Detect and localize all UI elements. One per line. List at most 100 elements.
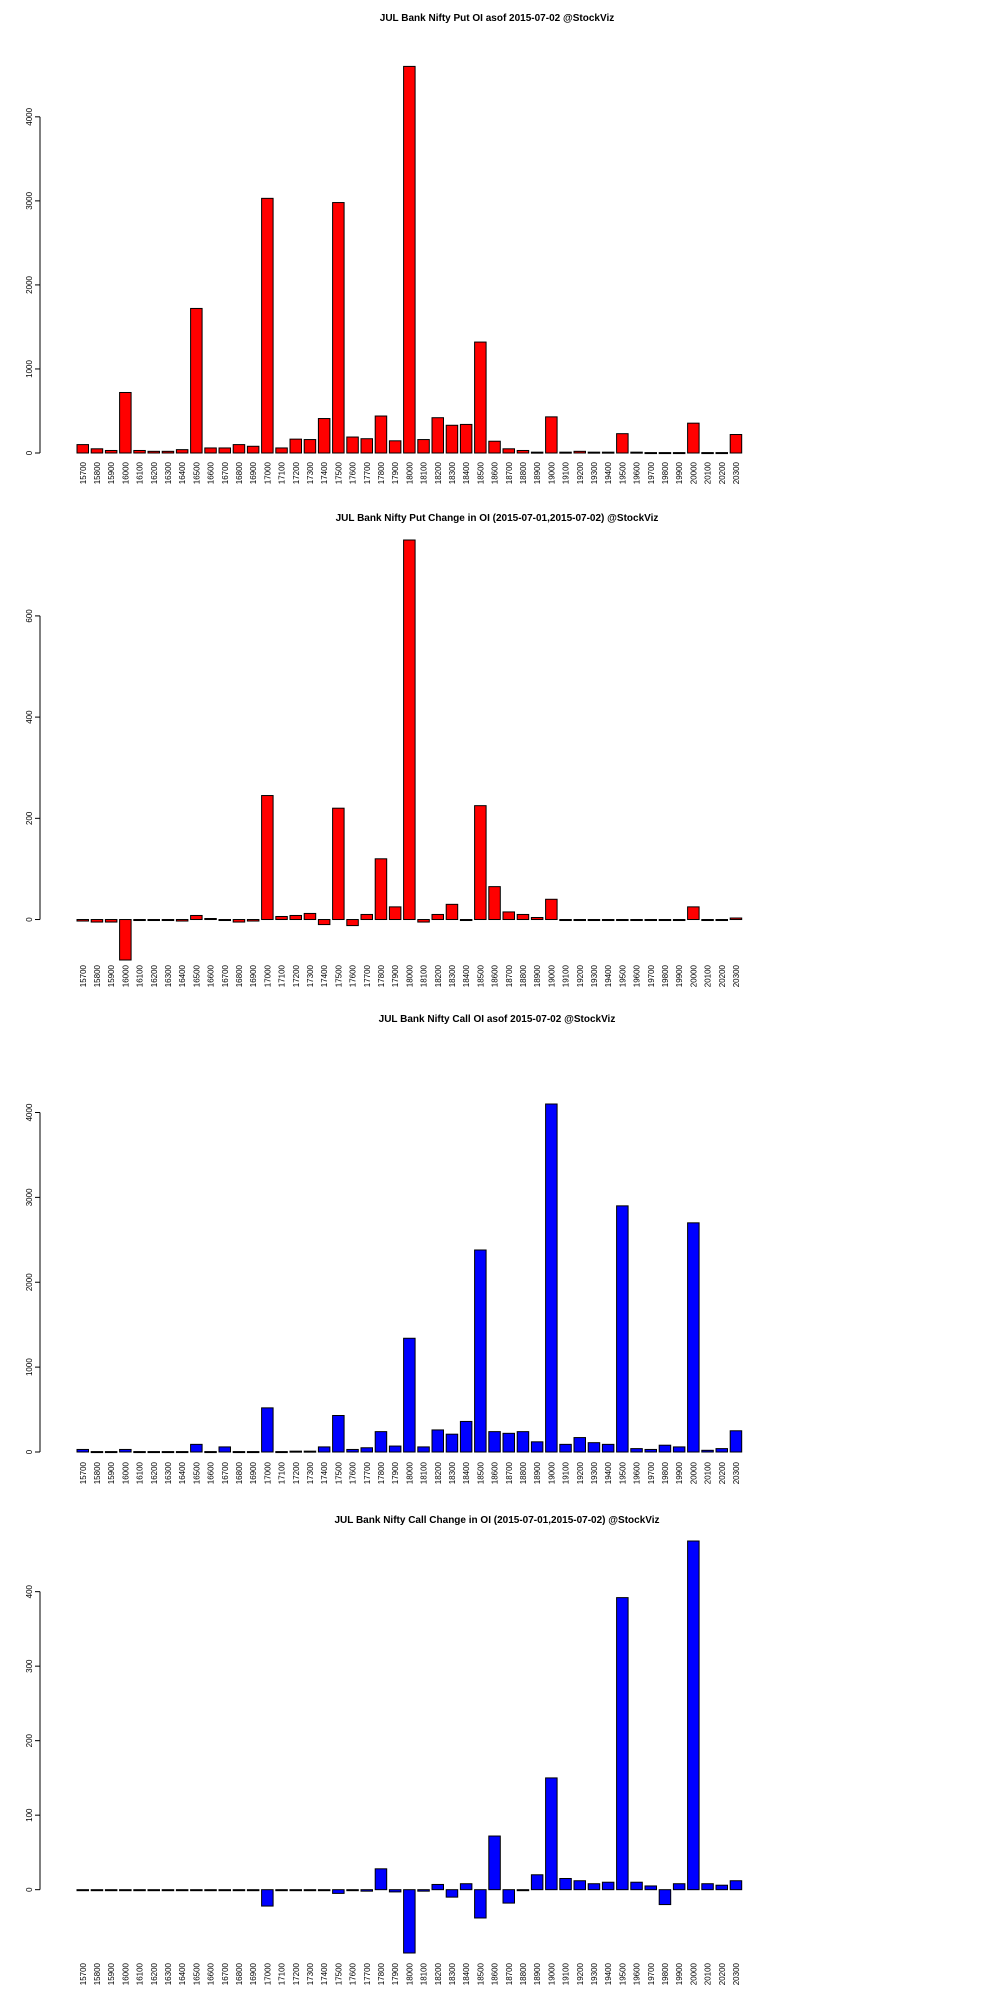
bar	[587, 1442, 601, 1453]
bar	[246, 1889, 260, 1892]
x-tick-label: 19300	[590, 1461, 599, 1484]
bar	[516, 1889, 530, 1892]
x-tick-label: 19000	[547, 461, 556, 484]
bar	[715, 1448, 728, 1453]
x-tick-label: 17000	[263, 1461, 272, 1484]
chart-title: JUL Bank Nifty Put OI asof 2015-07-02 @S…	[380, 13, 614, 24]
bar	[417, 1446, 430, 1453]
x-tick-label: 15900	[107, 1962, 116, 1985]
x-tick-label: 16200	[150, 461, 159, 484]
x-tick-label: 19700	[647, 1461, 656, 1484]
x-tick-label: 17500	[334, 964, 343, 987]
bar	[303, 1889, 317, 1892]
x-tick-label: 19400	[604, 1461, 613, 1484]
y-tick-label: 4000	[25, 107, 34, 125]
x-tick-label: 16900	[249, 461, 258, 484]
bar	[317, 919, 331, 926]
x-tick-label: 17700	[363, 964, 372, 987]
bar	[175, 1889, 189, 1892]
bar	[616, 919, 629, 922]
x-tick-label: 16900	[249, 1962, 258, 1985]
x-tick-label: 19200	[576, 964, 585, 987]
bar	[346, 1889, 359, 1892]
x-tick-label: 18800	[519, 1962, 528, 1985]
y-tick-label: 100	[25, 1808, 34, 1822]
bar	[630, 1881, 643, 1891]
x-tick-label: 17800	[377, 1461, 386, 1484]
x-tick-label: 15700	[79, 964, 88, 987]
x-tick-label: 19500	[618, 964, 627, 987]
bar	[289, 1450, 302, 1453]
bar	[332, 202, 345, 454]
bar	[289, 1889, 302, 1892]
bar	[218, 1446, 231, 1453]
bar	[559, 1443, 572, 1453]
bar	[119, 919, 132, 961]
bar	[545, 416, 558, 454]
bar	[658, 452, 672, 455]
bar	[175, 449, 189, 454]
x-tick-label: 18000	[405, 461, 414, 484]
bar	[147, 919, 160, 922]
bar	[601, 919, 615, 922]
x-tick-label: 20200	[718, 964, 727, 987]
x-tick-label: 19600	[633, 461, 642, 484]
bar	[104, 449, 118, 454]
x-tick-label: 16100	[136, 461, 145, 484]
x-tick-label: 17700	[363, 461, 372, 484]
bar	[403, 65, 416, 454]
x-tick-label: 18600	[491, 964, 500, 987]
x-tick-label: 17800	[377, 1962, 386, 1985]
x-tick-label: 18100	[420, 964, 429, 987]
x-tick-label: 18400	[462, 461, 471, 484]
bar	[687, 1540, 700, 1891]
bar	[630, 919, 643, 922]
bar	[261, 1407, 274, 1453]
x-tick-label: 19100	[562, 461, 571, 484]
y-tick-label: 3000	[25, 1188, 34, 1206]
bar	[218, 919, 231, 922]
x-tick-label: 17300	[306, 964, 315, 987]
x-tick-label: 19400	[604, 461, 613, 484]
x-tick-label: 15800	[93, 461, 102, 484]
bar	[459, 1883, 473, 1891]
bar	[701, 452, 714, 455]
bar	[488, 886, 501, 921]
bar	[346, 919, 359, 927]
x-tick-label: 16600	[207, 964, 216, 987]
bar	[545, 1777, 558, 1891]
bar	[417, 919, 430, 923]
y-tick-label: 300	[25, 1659, 34, 1673]
bar	[246, 445, 260, 454]
x-tick-label: 15800	[93, 964, 102, 987]
x-tick-label: 18800	[519, 1461, 528, 1484]
bar	[502, 1889, 515, 1904]
x-tick-label: 17900	[391, 1461, 400, 1484]
x-tick-label: 17900	[391, 1962, 400, 1985]
x-tick-label: 18400	[462, 964, 471, 987]
bar	[133, 449, 146, 454]
bar	[303, 912, 317, 921]
y-tick-label: 0	[25, 917, 34, 922]
x-tick-label: 18300	[448, 1461, 457, 1484]
bar	[488, 1431, 501, 1453]
bar	[360, 1447, 373, 1453]
x-tick-label: 18000	[405, 1962, 414, 1985]
bar	[687, 1222, 700, 1453]
y-tick-label: 1000	[25, 360, 34, 378]
bar	[715, 919, 728, 922]
x-tick-label: 19900	[675, 964, 684, 987]
x-tick-label: 18900	[533, 1962, 542, 1985]
bar	[360, 913, 373, 921]
x-tick-label: 19500	[618, 461, 627, 484]
bar	[502, 1432, 515, 1453]
x-tick-label: 16200	[150, 1962, 159, 1985]
x-tick-label: 19300	[590, 461, 599, 484]
bar	[147, 450, 160, 454]
bar	[303, 439, 317, 454]
y-tick-label: 200	[25, 1733, 34, 1747]
bar	[232, 1889, 246, 1892]
bar	[701, 1883, 714, 1891]
bar	[474, 1249, 487, 1453]
bar	[317, 1889, 331, 1892]
